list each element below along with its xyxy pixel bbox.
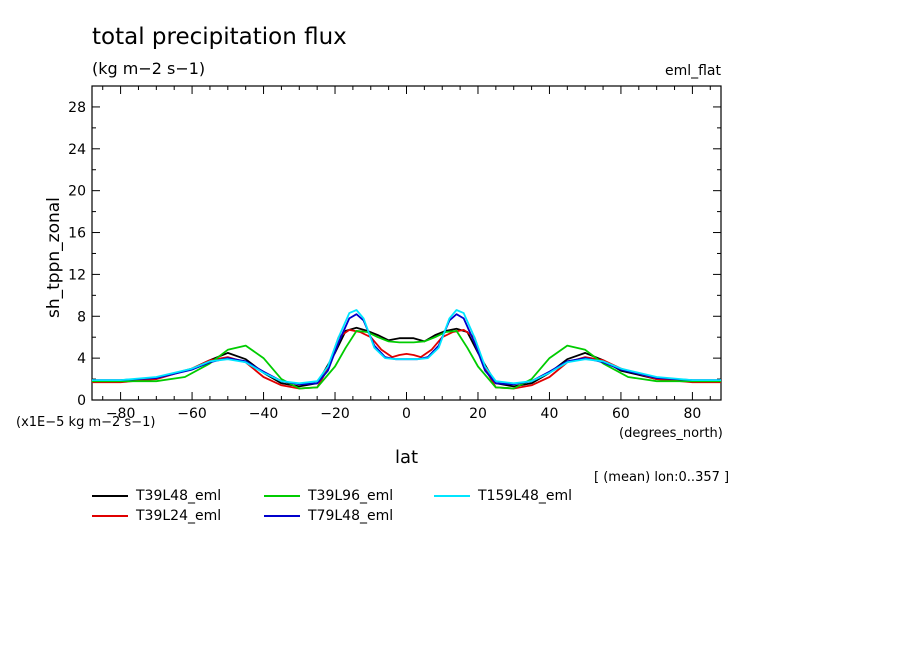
y-tick-label: 24 (68, 142, 86, 158)
x-tick-label: −60 (177, 406, 207, 422)
y-tick-label: 4 (77, 351, 86, 367)
legend-label: T39L24_eml (136, 508, 222, 524)
legend-label: T79L48_eml (308, 508, 394, 524)
chart-title: total precipitation flux (92, 24, 347, 50)
legend-item: T39L96_eml (264, 488, 393, 504)
legend-swatch (92, 515, 128, 517)
legend-label: T159L48_eml (478, 488, 573, 504)
plot-frame (91, 85, 722, 401)
series-line (92, 313, 721, 386)
legend-label: T39L96_eml (308, 488, 394, 504)
x-tick-label: 0 (402, 406, 411, 422)
y-tick-label: 12 (68, 267, 86, 283)
series-line (92, 309, 721, 385)
x-tick-label: 40 (541, 406, 559, 422)
x-tick-label: −40 (249, 406, 279, 422)
legend-item: T39L24_eml (92, 508, 221, 524)
legend-item: T79L48_eml (264, 508, 393, 524)
x-tick-label: 60 (612, 406, 630, 422)
series-line (92, 328, 721, 390)
series-line (92, 329, 721, 390)
y-tick-label: 8 (77, 309, 86, 325)
legend-item: T39L48_eml (92, 488, 221, 504)
series-line (92, 326, 721, 388)
x-axis-units: (degrees_north) (619, 426, 723, 441)
mean-note: [ (mean) lon:0..357 ] (594, 470, 730, 485)
units-label: (kg m−2 s−1) (92, 59, 206, 78)
y-tick-label: 0 (77, 393, 86, 409)
x-axis-label: lat (395, 447, 419, 468)
y-tick-label: 16 (68, 226, 86, 242)
legend-swatch (92, 495, 128, 497)
legend-swatch (264, 495, 300, 497)
legend-label: T39L48_eml (136, 488, 222, 504)
x-tick-label: 80 (683, 406, 701, 422)
legend-swatch (264, 515, 300, 517)
x-tick-label: −80 (106, 406, 136, 422)
experiment-tag: eml_flat (664, 63, 721, 79)
legend-swatch (434, 495, 470, 497)
x-tick-label: 20 (469, 406, 487, 422)
scale-note: (x1E−5 kg m−2 s−1) (16, 415, 156, 430)
y-tick-label: 20 (68, 184, 86, 200)
x-tick-label: −20 (320, 406, 350, 422)
legend-item: T159L48_eml (434, 488, 572, 504)
y-tick-label: 28 (68, 100, 86, 116)
